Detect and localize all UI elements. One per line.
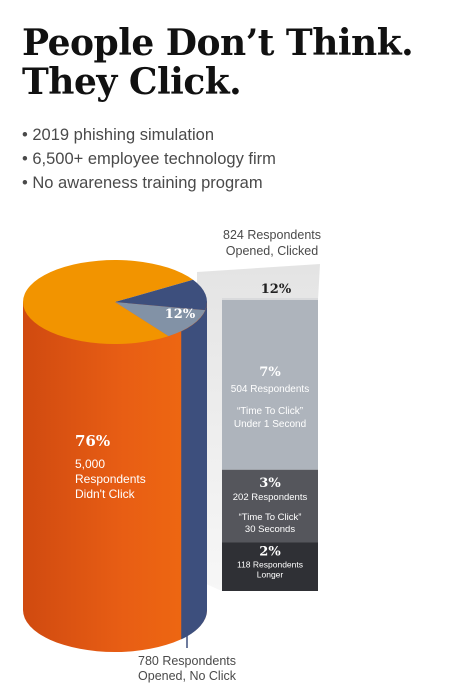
label-clicked-line-1: 824 Respondents [223, 228, 321, 242]
page-title: People Don’t Think. They Click. [22, 22, 414, 103]
bar-segment-3 [222, 542, 318, 591]
bar-top-cap [222, 298, 318, 300]
label-segment-3-line-2: Longer [257, 570, 284, 580]
label-no-click-line-2: Respondents [75, 472, 146, 486]
label-opened-no-click-line-2: Opened, No Click [138, 669, 237, 683]
cylinder-side-no-click [23, 302, 207, 652]
bar-segment-2 [222, 469, 318, 543]
label-no-click-line-1: 5,000 [75, 457, 105, 471]
label-segment-2-line-3: 30 Seconds [245, 524, 295, 535]
label-no-click-pct: 76% [75, 432, 110, 450]
label-segment-1-line-2: “Time To Click” [237, 406, 303, 417]
pie-slice-opened-no-click [115, 279, 207, 311]
title-line-1: People Don’t Think. [22, 22, 414, 64]
label-segment-1-line-3: Under 1 Second [234, 419, 306, 430]
bar-segment-1 [222, 300, 318, 470]
label-clicked-line-2: Opened, Clicked [226, 244, 318, 258]
title-line-2: They Click. [22, 61, 242, 103]
bullet-item-3: No awareness training program [22, 171, 276, 195]
label-segment-2-line-1: 202 Respondents [233, 492, 308, 503]
label-breakdown-total-pct: 12% [261, 282, 292, 297]
pie-slice-clicked [115, 302, 206, 337]
bullet-item-1: 2019 phishing simulation [22, 123, 276, 147]
label-segment-2-line-2: “Time To Click” [239, 512, 302, 523]
label-segment-2-pct: 3% [259, 476, 281, 491]
label-no-click-line-3: Didn't Click [75, 487, 136, 501]
label-clicked-pct: 12% [165, 307, 196, 322]
label-segment-1-pct: 7% [259, 365, 281, 380]
label-segment-3-line-1: 118 Respondents [237, 560, 303, 570]
cylinder-side-opened-no-click [181, 302, 208, 640]
label-segment-1-line-1: 504 Respondents [231, 384, 309, 395]
bullet-item-2: 6,500+ employee technology firm [22, 147, 276, 171]
label-opened-no-click-line-1: 780 Respondents [138, 654, 236, 668]
pie-slice-no-click [23, 260, 194, 344]
label-segment-3-pct: 2% [259, 545, 281, 560]
bullet-list: 2019 phishing simulation 6,500+ employee… [22, 123, 276, 195]
